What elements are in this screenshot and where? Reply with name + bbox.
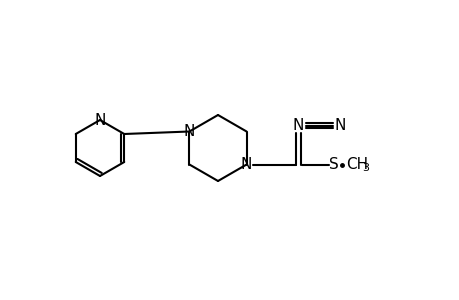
Text: N: N bbox=[334, 118, 346, 133]
Text: N: N bbox=[183, 124, 195, 139]
Text: N: N bbox=[292, 118, 303, 133]
Text: 3: 3 bbox=[362, 163, 369, 172]
Text: CH: CH bbox=[346, 157, 368, 172]
Text: N: N bbox=[94, 112, 106, 128]
Text: N: N bbox=[241, 157, 252, 172]
Text: S: S bbox=[328, 157, 338, 172]
